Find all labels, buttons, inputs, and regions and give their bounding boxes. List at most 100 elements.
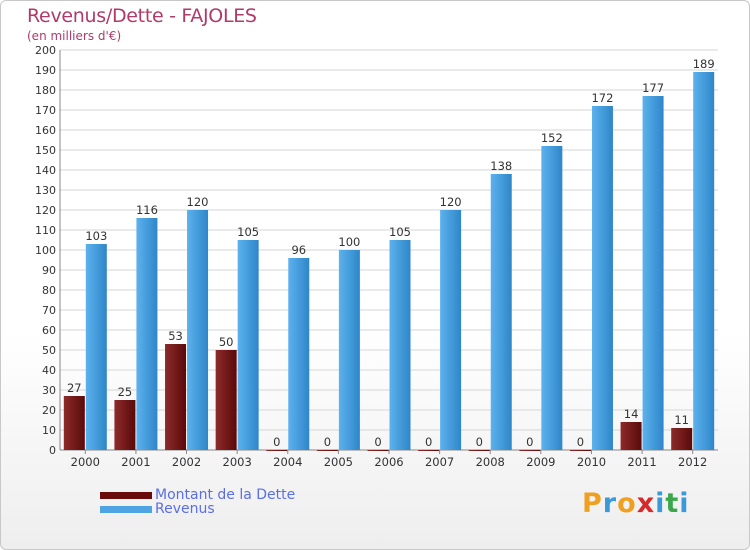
y-tick-label: 70 [42,304,56,317]
y-tick-label: 40 [42,364,56,377]
data-label-revenus: 120 [187,195,209,209]
y-tick-label: 120 [35,204,56,217]
x-tick-label: 2003 [223,455,252,469]
bar-revenus [541,146,563,450]
bar-revenus [490,174,512,450]
y-tick-label: 30 [42,384,56,397]
y-tick-label: 160 [35,124,56,137]
bar-revenus [338,250,360,450]
proxiti-logo: Proxiti [582,488,690,519]
bar-dette [519,450,541,451]
bar-dette [418,450,440,451]
data-label-dette: 0 [273,435,280,449]
bar-revenus [187,210,209,450]
data-label-dette: 0 [577,435,584,449]
data-label-dette: 11 [674,413,689,427]
chart-title: Revenus/Dette - FAJOLES [27,5,257,27]
x-tick-label: 2005 [324,455,353,469]
bar-dette [671,428,693,450]
data-label-dette: 0 [324,435,331,449]
y-tick-label: 50 [42,344,56,357]
bar-revenus [693,72,715,450]
bar-revenus [440,210,462,450]
bar-dette [620,422,642,450]
bar-revenus [389,240,411,450]
data-label-dette: 0 [374,435,381,449]
x-tick-label: 2008 [476,455,505,469]
data-label-revenus: 152 [541,131,563,145]
bar-revenus [237,240,259,450]
data-label-dette: 14 [624,407,639,421]
data-label-revenus: 116 [136,203,158,217]
bar-revenus [85,244,107,450]
data-label-revenus: 100 [338,235,360,249]
y-tick-label: 130 [35,184,56,197]
bar-dette [63,396,85,450]
bar-dette [165,344,187,450]
y-tick-label: 100 [35,244,56,257]
bar-dette [367,450,389,451]
legend-item-dette: Montant de la Dette [100,487,295,503]
data-label-revenus: 96 [291,243,306,257]
y-tick-label: 150 [35,144,56,157]
x-tick-label: 2011 [627,455,656,469]
data-label-dette: 25 [118,385,133,399]
y-tick-label: 20 [42,404,56,417]
bar-dette [266,450,288,451]
y-tick-label: 170 [35,104,56,117]
y-tick-label: 90 [42,264,56,277]
data-label-dette: 53 [168,329,183,343]
y-tick-label: 190 [35,64,56,77]
y-tick-label: 200 [35,44,56,57]
logo-letter: r [602,488,618,519]
x-tick-label: 2004 [273,455,302,469]
legend-item-revenus: Revenus [100,501,215,517]
data-label-revenus: 103 [85,229,107,243]
logo-letter: i [655,488,666,519]
data-label-revenus: 105 [389,225,411,239]
y-tick-label: 60 [42,324,56,337]
data-label-revenus: 120 [440,195,462,209]
bar-dette [215,350,237,450]
bar-dette [114,400,136,450]
x-tick-label: 2002 [172,455,201,469]
legend-swatch-dette [100,491,152,499]
bar-revenus [288,258,310,450]
bar-dette [468,450,490,451]
data-label-revenus: 189 [693,57,715,71]
y-tick-label: 110 [35,224,56,237]
y-tick-label: 180 [35,84,56,97]
data-label-revenus: 172 [591,91,613,105]
x-tick-label: 2007 [425,455,454,469]
x-tick-label: 2006 [374,455,403,469]
logo-letter: x [636,488,656,519]
logo-letter: o [617,488,637,519]
data-label-dette: 0 [425,435,432,449]
x-tick-label: 2009 [526,455,555,469]
legend-swatch-revenus [100,505,152,513]
data-label-dette: 0 [476,435,483,449]
data-label-dette: 0 [526,435,533,449]
bar-revenus [591,106,613,450]
logo-letter: P [582,488,603,519]
logo-letter: t [665,488,680,519]
legend-label-dette: Montant de la Dette [155,487,296,503]
data-label-revenus: 105 [237,225,259,239]
chart-subtitle: (en milliers d'€) [27,29,122,43]
x-tick-label: 2001 [121,455,150,469]
data-label-revenus: 177 [642,81,664,95]
bar-dette [316,450,338,451]
logo-letter: i [679,488,690,519]
bar-revenus [136,218,158,450]
y-tick-label: 10 [42,424,56,437]
y-tick-label: 140 [35,164,56,177]
bar-revenus [642,96,664,450]
x-tick-label: 2012 [678,455,707,469]
x-tick-label: 2010 [577,455,606,469]
data-label-dette: 50 [219,335,234,349]
legend-label-revenus: Revenus [155,501,215,517]
data-label-dette: 27 [67,381,82,395]
bar-dette [569,450,591,451]
